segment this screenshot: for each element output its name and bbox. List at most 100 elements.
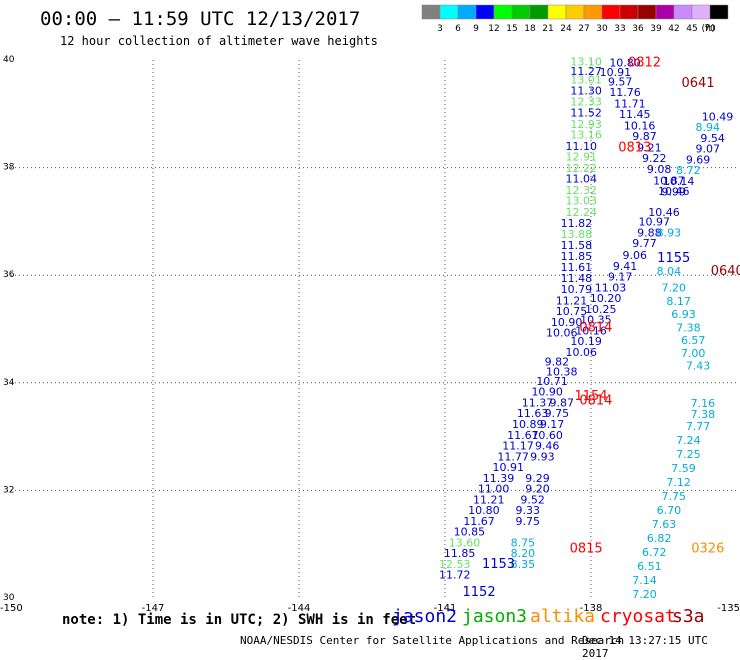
wave-height-label: 6.51 bbox=[637, 560, 662, 573]
wave-height-label: 10.79 bbox=[561, 283, 593, 296]
wave-height-label: 10.91 bbox=[493, 461, 525, 474]
wave-height-label: 10.16 bbox=[624, 119, 656, 132]
wave-height-label: 6.70 bbox=[657, 504, 682, 517]
wave-height-label: 11.21 bbox=[556, 294, 588, 307]
wave-height-label: 11.82 bbox=[561, 217, 593, 230]
wave-height-label: 7.38 bbox=[676, 322, 701, 335]
wave-height-label: 10.90 bbox=[551, 316, 583, 329]
lon-tick-label: -138 bbox=[580, 603, 603, 614]
wave-height-label: 10.97 bbox=[639, 216, 671, 229]
wave-height-label: 12.24 bbox=[566, 206, 598, 219]
wave-height-label: 9.69 bbox=[686, 153, 711, 166]
wave-height-label: 9.22 bbox=[642, 152, 667, 165]
wave-height-label: 11.67 bbox=[507, 429, 539, 442]
wave-height-label: 10.19 bbox=[570, 335, 602, 348]
wave-height-label: 9.87 bbox=[632, 130, 657, 143]
wave-height-label: 11.63 bbox=[517, 407, 549, 420]
scale-tick-label: 42 bbox=[668, 24, 679, 34]
wave-height-label: 10.35 bbox=[580, 314, 612, 327]
scale-tick-label: 3 bbox=[437, 24, 443, 34]
scale-tick-label: 24 bbox=[560, 24, 572, 34]
wave-height-label: 12.53 bbox=[439, 558, 471, 571]
wave-height-label: 7.14 bbox=[632, 574, 657, 587]
wave-height-label: 7.43 bbox=[686, 359, 711, 372]
wave-height-label: 13.03 bbox=[566, 195, 598, 208]
wave-height-label: 13.60 bbox=[449, 536, 481, 549]
wave-height-label: 9.52 bbox=[520, 493, 545, 506]
scale-tick-label: 39 bbox=[650, 24, 662, 34]
wave-height-label: 12.32 bbox=[566, 184, 598, 197]
wave-height-label: 10.80 bbox=[609, 56, 641, 69]
wave-height-label: 9.21 bbox=[637, 141, 662, 154]
wave-height-label: 7.20 bbox=[661, 281, 686, 294]
wave-height-label: 11.77 bbox=[497, 450, 529, 463]
scale-tick-label: 18 bbox=[524, 24, 536, 34]
pass-time-label: 1154 bbox=[574, 389, 607, 404]
wave-height-label: 10.71 bbox=[536, 375, 568, 388]
wave-height-label: 9.93 bbox=[530, 450, 555, 463]
wave-height-label: 9.75 bbox=[515, 515, 540, 528]
wave-height-label: 6.72 bbox=[642, 546, 667, 559]
wave-height-label: 10.80 bbox=[468, 504, 500, 517]
wave-height-label: 11.72 bbox=[439, 569, 471, 582]
wave-height-label: 8.75 bbox=[511, 536, 536, 549]
scale-unit-label: (ft) bbox=[701, 24, 715, 34]
wave-height-label: 9.54 bbox=[700, 132, 725, 145]
wave-height-label: 7.25 bbox=[676, 448, 701, 461]
scale-tick-label: 45 bbox=[686, 24, 697, 34]
wave-height-label: 10.90 bbox=[531, 386, 563, 399]
wave-height-label: 9.57 bbox=[608, 75, 633, 88]
wave-height-label: 9.75 bbox=[545, 407, 570, 420]
lat-tick-label: 34 bbox=[3, 378, 15, 388]
lat-tick-label: 32 bbox=[3, 485, 14, 495]
wave-height-label: 11.52 bbox=[570, 106, 602, 119]
scale-tick-label: 21 bbox=[542, 24, 553, 34]
wave-height-label: 9.08 bbox=[647, 163, 672, 176]
wave-height-label: 11.37 bbox=[522, 396, 554, 409]
wave-height-label: 11.67 bbox=[463, 515, 495, 528]
lat-tick-label: 40 bbox=[3, 55, 15, 65]
wave-height-label: 7.12 bbox=[666, 476, 691, 489]
scale-tick-label: 12 bbox=[488, 24, 499, 34]
lon-tick-label: -144 bbox=[288, 603, 311, 614]
wave-height-label: 11.61 bbox=[561, 261, 593, 274]
wave-height-label: 7.24 bbox=[676, 434, 701, 447]
wave-height-label: 10.89 bbox=[512, 418, 544, 431]
pass-time-label: 0641 bbox=[682, 76, 715, 91]
wave-height-label: 10.38 bbox=[546, 365, 578, 378]
wave-height-label: 11.85 bbox=[444, 547, 476, 560]
legend-altika: altika bbox=[530, 606, 596, 627]
credit-text: NOAA/NESDIS Center for Satellite Applica… bbox=[240, 634, 625, 647]
pass-time-label: 0815 bbox=[570, 541, 603, 556]
scale-tick-label: 15 bbox=[506, 24, 517, 34]
wave-height-label: 7.16 bbox=[691, 397, 716, 410]
wave-height-label: 11.71 bbox=[614, 97, 646, 110]
scale-tick-label: 9 bbox=[473, 24, 479, 34]
wave-height-label: 10.20 bbox=[590, 292, 622, 305]
wave-height-label: 10.60 bbox=[531, 429, 563, 442]
wave-height-label: 9.06 bbox=[623, 249, 648, 262]
wave-height-label: 10.25 bbox=[585, 303, 617, 316]
scale-tick-label: 36 bbox=[632, 24, 644, 34]
scale-tick-label: 70 bbox=[704, 24, 716, 34]
wave-height-label: 8.20 bbox=[511, 547, 536, 560]
wave-height-label: 9.29 bbox=[525, 472, 550, 485]
wave-height-label: 11.21 bbox=[473, 493, 505, 506]
wave-height-label: 12.33 bbox=[570, 96, 602, 109]
lon-tick-label: -150 bbox=[0, 603, 23, 614]
wave-height-label: 13.88 bbox=[561, 228, 593, 241]
wave-height-label: 9.17 bbox=[608, 271, 633, 284]
wave-height-label: 10.46 bbox=[648, 206, 680, 219]
legend-s3a: s3a bbox=[672, 606, 705, 627]
pass-time-label: 0813 bbox=[618, 140, 651, 155]
pass-time-label: 0814 bbox=[579, 393, 612, 408]
scale-tick-label: 27 bbox=[578, 24, 589, 34]
wave-height-label: 10.46 bbox=[658, 185, 690, 198]
wave-height-label: 11.30 bbox=[570, 84, 602, 97]
pass-time-label: 1153 bbox=[482, 557, 515, 572]
wave-height-label: 8.72 bbox=[676, 164, 701, 177]
wave-height-label: 10.06 bbox=[566, 346, 598, 359]
legend-cryosat: cryosat bbox=[600, 606, 676, 627]
wave-height-label: 9.46 bbox=[535, 440, 560, 453]
